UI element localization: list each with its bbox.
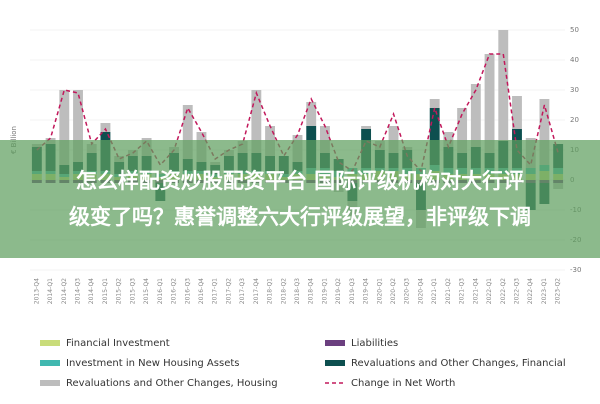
legend-marker (325, 360, 345, 366)
x-tick-label: 2017-Q2 (225, 278, 232, 304)
legend-label: Revaluations and Other Changes, Financia… (351, 358, 566, 369)
x-tick-label: 2013-Q4 (33, 278, 40, 304)
x-tick-label: 2018-Q3 (294, 278, 301, 304)
bar-segment (73, 90, 83, 162)
x-tick-label: 2020-Q2 (390, 278, 397, 304)
x-tick-label: 2022-Q4 (527, 278, 534, 304)
x-tick-label: 2021-Q3 (459, 278, 466, 304)
x-tick-label: 2015-Q1 (102, 278, 109, 304)
x-tick-label: 2017-Q4 (253, 278, 260, 304)
bar-segment (251, 90, 262, 153)
x-tick-label: 2014-Q4 (88, 278, 95, 304)
bar-segment (512, 96, 522, 129)
legend-label: Liabilities (351, 338, 398, 349)
bar-segment (443, 132, 454, 147)
x-tick-label: 2023-Q1 (541, 278, 548, 304)
bar-segment (539, 99, 550, 165)
bar-segment (457, 108, 468, 153)
bar-segment (319, 126, 330, 153)
bar-segment (484, 54, 495, 153)
bar-segment (429, 99, 440, 108)
x-tick-label: 2020-Q4 (417, 278, 424, 304)
x-tick-label: 2016-Q4 (198, 278, 205, 304)
x-tick-label: 2022-Q2 (500, 278, 507, 304)
x-tick-label: 2014-Q1 (47, 278, 54, 304)
x-tick-label: 2016-Q2 (171, 278, 178, 304)
x-tick-label: 2020-Q1 (376, 278, 383, 304)
x-tick-label: 2018-Q2 (280, 278, 287, 304)
y-tick-label: 40 (570, 56, 579, 64)
banner-background (0, 140, 600, 258)
legend-marker (40, 360, 60, 366)
legend-label: Revaluations and Other Changes, Housing (66, 378, 278, 389)
bar-segment (306, 102, 317, 126)
x-tick-label: 2022-Q3 (513, 278, 520, 304)
x-tick-label: 2016-Q1 (157, 278, 164, 304)
bar-segment (59, 90, 70, 165)
bar-segment (498, 30, 509, 141)
bar-segment (470, 84, 481, 147)
bar-segment (100, 123, 111, 132)
x-tick-label: 2017-Q1 (212, 278, 219, 304)
x-tick-label: 2015-Q3 (129, 278, 136, 304)
x-tick-label: 2014-Q2 (61, 278, 68, 304)
x-tick-label: 2023-Q2 (555, 278, 562, 304)
legend-label: Change in Net Worth (351, 378, 455, 389)
legend-marker (40, 340, 60, 346)
x-tick-label: 2019-Q3 (349, 278, 356, 304)
x-tick-label: 2019-Q4 (363, 278, 370, 304)
x-tick-label: 2021-Q2 (445, 278, 452, 304)
bar-segment (361, 126, 372, 129)
legend-marker (40, 380, 60, 386)
x-tick-label: 2018-Q4 (308, 278, 315, 304)
x-tick-label: 2015-Q4 (143, 278, 150, 304)
bar-segment (429, 108, 440, 165)
y-tick-label: 20 (570, 116, 579, 124)
y-tick-label: -30 (570, 266, 581, 274)
y-tick-label: 50 (570, 26, 579, 34)
net-worth-line (36, 53, 559, 173)
x-tick-label: 2020-Q3 (404, 278, 411, 304)
bar-segment (182, 105, 193, 159)
x-tick-label: 2022-Q1 (486, 278, 493, 304)
banner-text: 怎么样配资炒股配资平台 国际评级机构对大行评 (76, 169, 524, 193)
x-tick-label: 2015-Q2 (116, 278, 123, 304)
x-tick-label: 2017-Q3 (239, 278, 246, 304)
bar-segment (388, 126, 399, 153)
x-tick-label: 2021-Q1 (431, 278, 438, 304)
x-tick-label: 2019-Q2 (335, 278, 342, 304)
y-tick-label: 30 (570, 86, 579, 94)
x-tick-label: 2016-Q3 (184, 278, 191, 304)
x-tick-label: 2018-Q1 (267, 278, 274, 304)
banner-text: 级变了吗？惠誉调整六大行评级展望，非评级下调 (69, 205, 531, 229)
legend-label: Investment in New Housing Assets (66, 358, 239, 369)
x-tick-label: 2021-Q4 (472, 278, 479, 304)
x-tick-label: 2014-Q3 (75, 278, 82, 304)
x-tick-label: 2019-Q1 (321, 278, 328, 304)
legend-marker (325, 340, 345, 346)
legend-label: Financial Investment (66, 338, 170, 349)
